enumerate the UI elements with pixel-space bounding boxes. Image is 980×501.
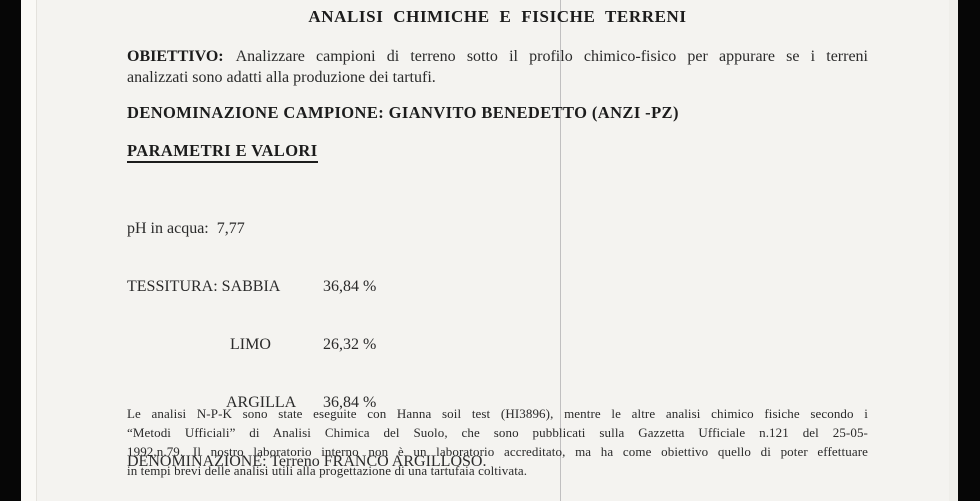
right-black-bar (958, 0, 980, 501)
objective-line-1-text: Analizzare campioni di terreno sotto il … (235, 48, 868, 65)
param-row-tessitura-argilla: ARGILLA 36,84 % (127, 393, 868, 412)
paper-edge-strip (21, 0, 37, 501)
tessitura-sabbia-label: TESSITURA: SABBIA (127, 278, 281, 296)
parameters-heading: PARAMETRI E VALORI (127, 141, 318, 163)
tessitura-argilla-value: 36,84 % (323, 394, 377, 412)
footer-line-2: “Metodi Ufficiali” di Analisi Chimica de… (127, 425, 868, 440)
objective-line-1: OBIETTIVO: Analizzare campioni di terreno… (127, 46, 868, 67)
page-title: ANALISI CHIMICHE E FISICHE TERRENI (308, 7, 687, 26)
tessitura-sabbia-value: 36,84 % (323, 278, 377, 296)
param-row-tessitura-sabbia: TESSITURA: SABBIA 36,84 % (127, 277, 868, 296)
tessitura-limo-value: 26,32 % (323, 336, 377, 354)
param-row-tessitura-limo: LIMO 26,32 % (127, 335, 868, 354)
footer-note: Le analisi N-P-K sono state eseguite con… (127, 404, 868, 480)
objective-paragraph: OBIETTIVO: Analizzare campioni di terreno… (127, 46, 868, 88)
objective-label: OBIETTIVO: (127, 48, 224, 65)
objective-line-2: analizzati sono adatti alla produzione d… (127, 69, 436, 86)
parameters-list: pH in acqua: 7,77 TESSITURA: SABBIA 36,84… (127, 180, 868, 501)
param-row-ph: pH in acqua: 7,77 (127, 219, 245, 237)
param-row-denominazione: DENOMINAZIONE: Terreno FRANCO ARGILLOSO. (127, 452, 487, 470)
sample-denomination: DENOMINAZIONE CAMPIONE: GIANVITO BENEDET… (127, 103, 679, 122)
tessitura-argilla-label: ARGILLA (226, 394, 297, 412)
footer-line-3: 1992,n.79. Il nostro laboratorio interno… (127, 444, 868, 459)
tessitura-limo-label: LIMO (230, 336, 271, 354)
left-black-bar (0, 0, 21, 501)
right-paper-shade (949, 0, 958, 501)
footer-line-1: Le analisi N-P-K sono state eseguite con… (127, 406, 868, 421)
footer-line-4: in tempi brevi delle analisi utili alla … (127, 463, 528, 478)
parameters-heading-text: PARAMETRI E VALORI (127, 141, 318, 163)
